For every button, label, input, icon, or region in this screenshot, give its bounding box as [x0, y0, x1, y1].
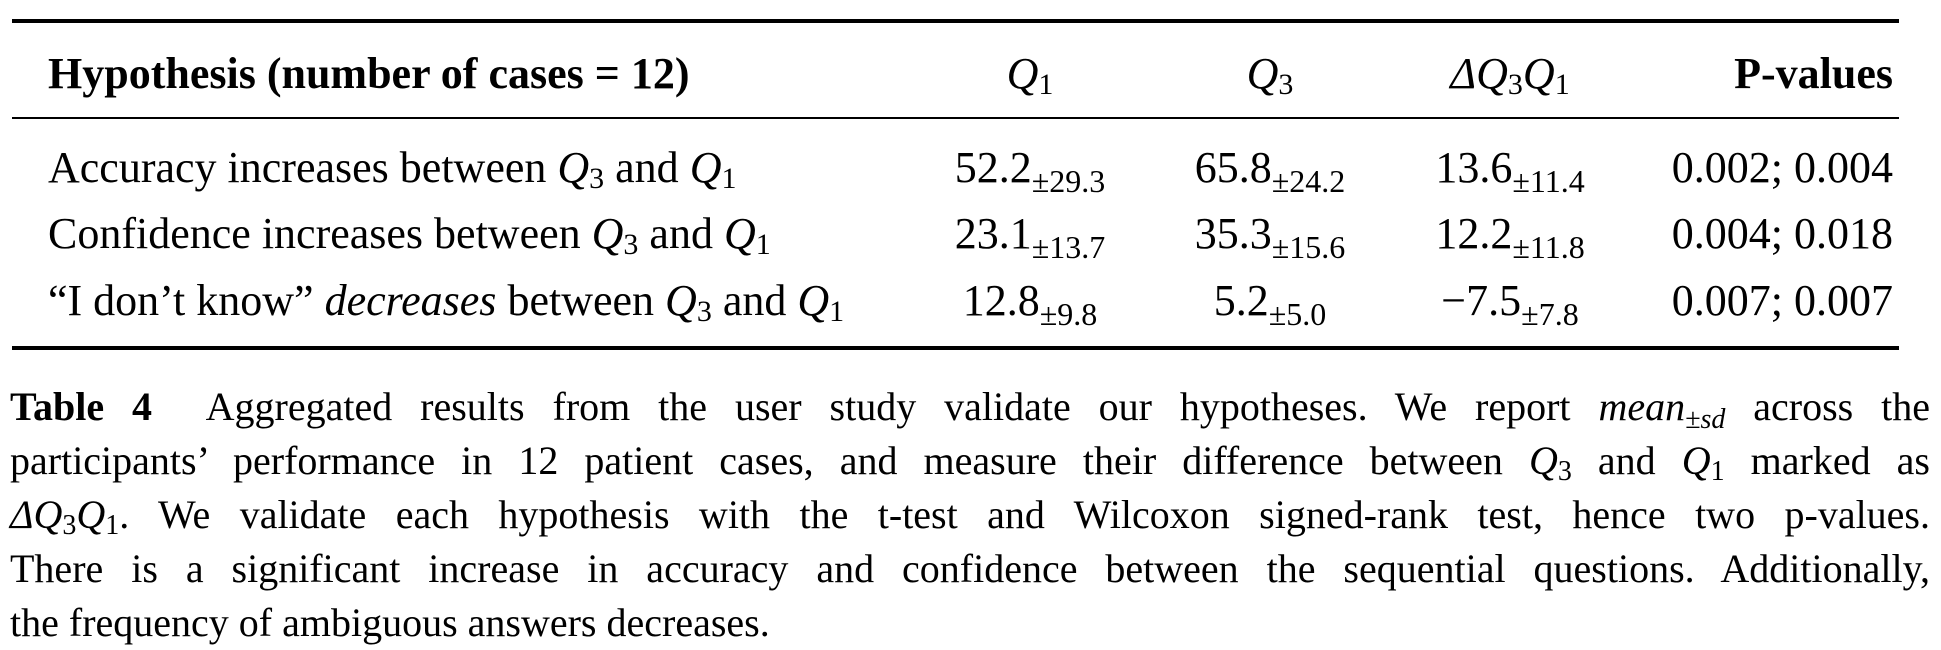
- hyp-and: and: [604, 143, 690, 192]
- cell-q3: 65.8±24.2: [1194, 143, 1346, 198]
- cell-q3: 35.3±15.6: [1194, 209, 1346, 264]
- caption-delta-q: Q: [76, 492, 106, 537]
- header-q1-sub: 1: [1038, 68, 1054, 101]
- hyp-q-b-sub: 1: [755, 228, 771, 261]
- caption-delta: ΔQ: [10, 492, 63, 537]
- hyp-q-a: Q: [665, 276, 697, 325]
- cell-pvalues: 0.002; 0.004: [1671, 143, 1893, 192]
- hyp-q-b: Q: [689, 143, 722, 192]
- header-delta-q1: Q: [1522, 49, 1555, 98]
- hyp-q-a-sub: 3: [589, 162, 605, 195]
- cell-q1-mean: 12.8: [962, 276, 1040, 325]
- caption-and: and: [1571, 438, 1682, 483]
- cell-q3-sd: ±5.0: [1268, 296, 1327, 332]
- cell-q1-sd: ±29.3: [1031, 163, 1106, 199]
- cell-pvalues: 0.004; 0.018: [1671, 209, 1893, 258]
- header-q1: Q1: [1006, 49, 1054, 100]
- hyp-q-b: Q: [797, 276, 830, 325]
- caption-line: Table 4 Aggregated results from the user…: [10, 380, 1930, 434]
- caption-text: marked as: [1724, 438, 1930, 483]
- table-header-rule: [12, 117, 1899, 119]
- hyp-text: Accuracy increases between: [48, 143, 558, 192]
- hyp-q-a-sub: 3: [623, 228, 639, 261]
- caption-q1: Q: [1681, 438, 1711, 483]
- hyp-text: Confidence increases between: [48, 209, 592, 258]
- cell-pvalues: 0.007; 0.007: [1671, 276, 1893, 325]
- cell-delta-mean: 13.6: [1435, 143, 1513, 192]
- hyp-q-b: Q: [723, 209, 756, 258]
- cell-q1-sd: ±13.7: [1031, 229, 1106, 265]
- caption-text: across the: [1725, 384, 1931, 429]
- table-row-hypothesis: “I don’t know” decreases between Q3 and …: [48, 276, 844, 327]
- cell-delta: −7.5±7.8: [1441, 276, 1578, 331]
- cell-q3-mean: 5.2: [1213, 276, 1269, 325]
- cell-delta-mean: −7.5: [1441, 276, 1522, 325]
- caption-text: Aggregated results from the user study v…: [152, 384, 1599, 429]
- header-delta: ΔQ3Q1: [1450, 49, 1569, 100]
- table-row-hypothesis: Accuracy increases between Q3 and Q1: [48, 143, 736, 194]
- hyp-and: and: [711, 276, 798, 325]
- header-q3-sub: 3: [1278, 68, 1294, 101]
- caption-q3: Q: [1528, 438, 1558, 483]
- caption-mean: mean: [1598, 384, 1686, 429]
- header-pvalues: P-values: [1734, 49, 1893, 98]
- hyp-emphasis: decreases: [324, 276, 497, 325]
- hyp-and: and: [638, 209, 724, 258]
- header-q3-base: Q: [1246, 49, 1279, 98]
- caption-line: the frequency of ambiguous answers decre…: [10, 600, 770, 645]
- caption-line: participants’ performance in 12 patient …: [10, 434, 1930, 488]
- cell-delta-sd: ±11.8: [1512, 229, 1585, 265]
- cell-delta: 12.2±11.8: [1435, 209, 1584, 264]
- cell-q3-mean: 35.3: [1194, 209, 1272, 258]
- caption-text: participants’ performance in 12 patient …: [10, 438, 1529, 483]
- caption-delta-sub1: 1: [105, 510, 120, 541]
- caption-delta-sub3: 3: [62, 510, 77, 541]
- header-q1-base: Q: [1006, 49, 1039, 98]
- cell-q1: 52.2±29.3: [954, 143, 1106, 198]
- cell-q3-mean: 65.8: [1194, 143, 1272, 192]
- table-bottom-rule: [12, 346, 1899, 350]
- hyp-text: “I don’t know”: [48, 276, 325, 325]
- cell-q1: 12.8±9.8: [962, 276, 1098, 331]
- header-q3: Q3: [1246, 49, 1294, 100]
- cell-q1-mean: 23.1: [954, 209, 1032, 258]
- table-top-rule: [12, 19, 1899, 23]
- header-hypothesis: Hypothesis (number of cases = 12): [48, 49, 690, 98]
- hyp-q-a-sub: 3: [696, 295, 712, 328]
- caption-label: Table 4: [10, 384, 153, 429]
- cell-delta-mean: 12.2: [1435, 209, 1513, 258]
- hyp-between: between: [496, 276, 666, 325]
- caption-line: ΔQ3Q1. We validate each hypothesis with …: [10, 488, 1930, 542]
- table-row-hypothesis: Confidence increases between Q3 and Q1: [48, 209, 771, 260]
- caption-q1-sub: 1: [1710, 456, 1725, 487]
- caption-q3-sub: 3: [1557, 456, 1572, 487]
- hyp-q-b-sub: 1: [721, 162, 737, 195]
- hyp-q-a: Q: [557, 143, 590, 192]
- cell-q1-mean: 52.2: [954, 143, 1032, 192]
- cell-delta-sd: ±11.4: [1512, 163, 1585, 199]
- header-delta-q3: Q: [1476, 49, 1508, 98]
- caption-text: . We validate each hypothesis with the t…: [119, 492, 1930, 537]
- cell-delta: 13.6±11.4: [1435, 143, 1584, 198]
- hyp-q-a: Q: [591, 209, 624, 258]
- hyp-q-b-sub: 1: [829, 295, 845, 328]
- cell-q3: 5.2±5.0: [1213, 276, 1327, 331]
- caption-line: There is a significant increase in accur…: [10, 546, 1930, 591]
- header-delta-q3-sub: 3: [1507, 68, 1523, 101]
- cell-q1-sd: ±9.8: [1039, 296, 1098, 332]
- cell-q1: 23.1±13.7: [954, 209, 1106, 264]
- caption-sd: ±sd: [1685, 404, 1726, 435]
- table-caption: Table 4 Aggregated results from the user…: [10, 380, 1930, 650]
- cell-q3-sd: ±15.6: [1271, 229, 1346, 265]
- header-delta-q1-sub: 1: [1554, 68, 1570, 101]
- cell-delta-sd: ±7.8: [1521, 296, 1579, 332]
- cell-q3-sd: ±24.2: [1271, 163, 1346, 199]
- header-delta-prefix: Δ: [1450, 49, 1477, 98]
